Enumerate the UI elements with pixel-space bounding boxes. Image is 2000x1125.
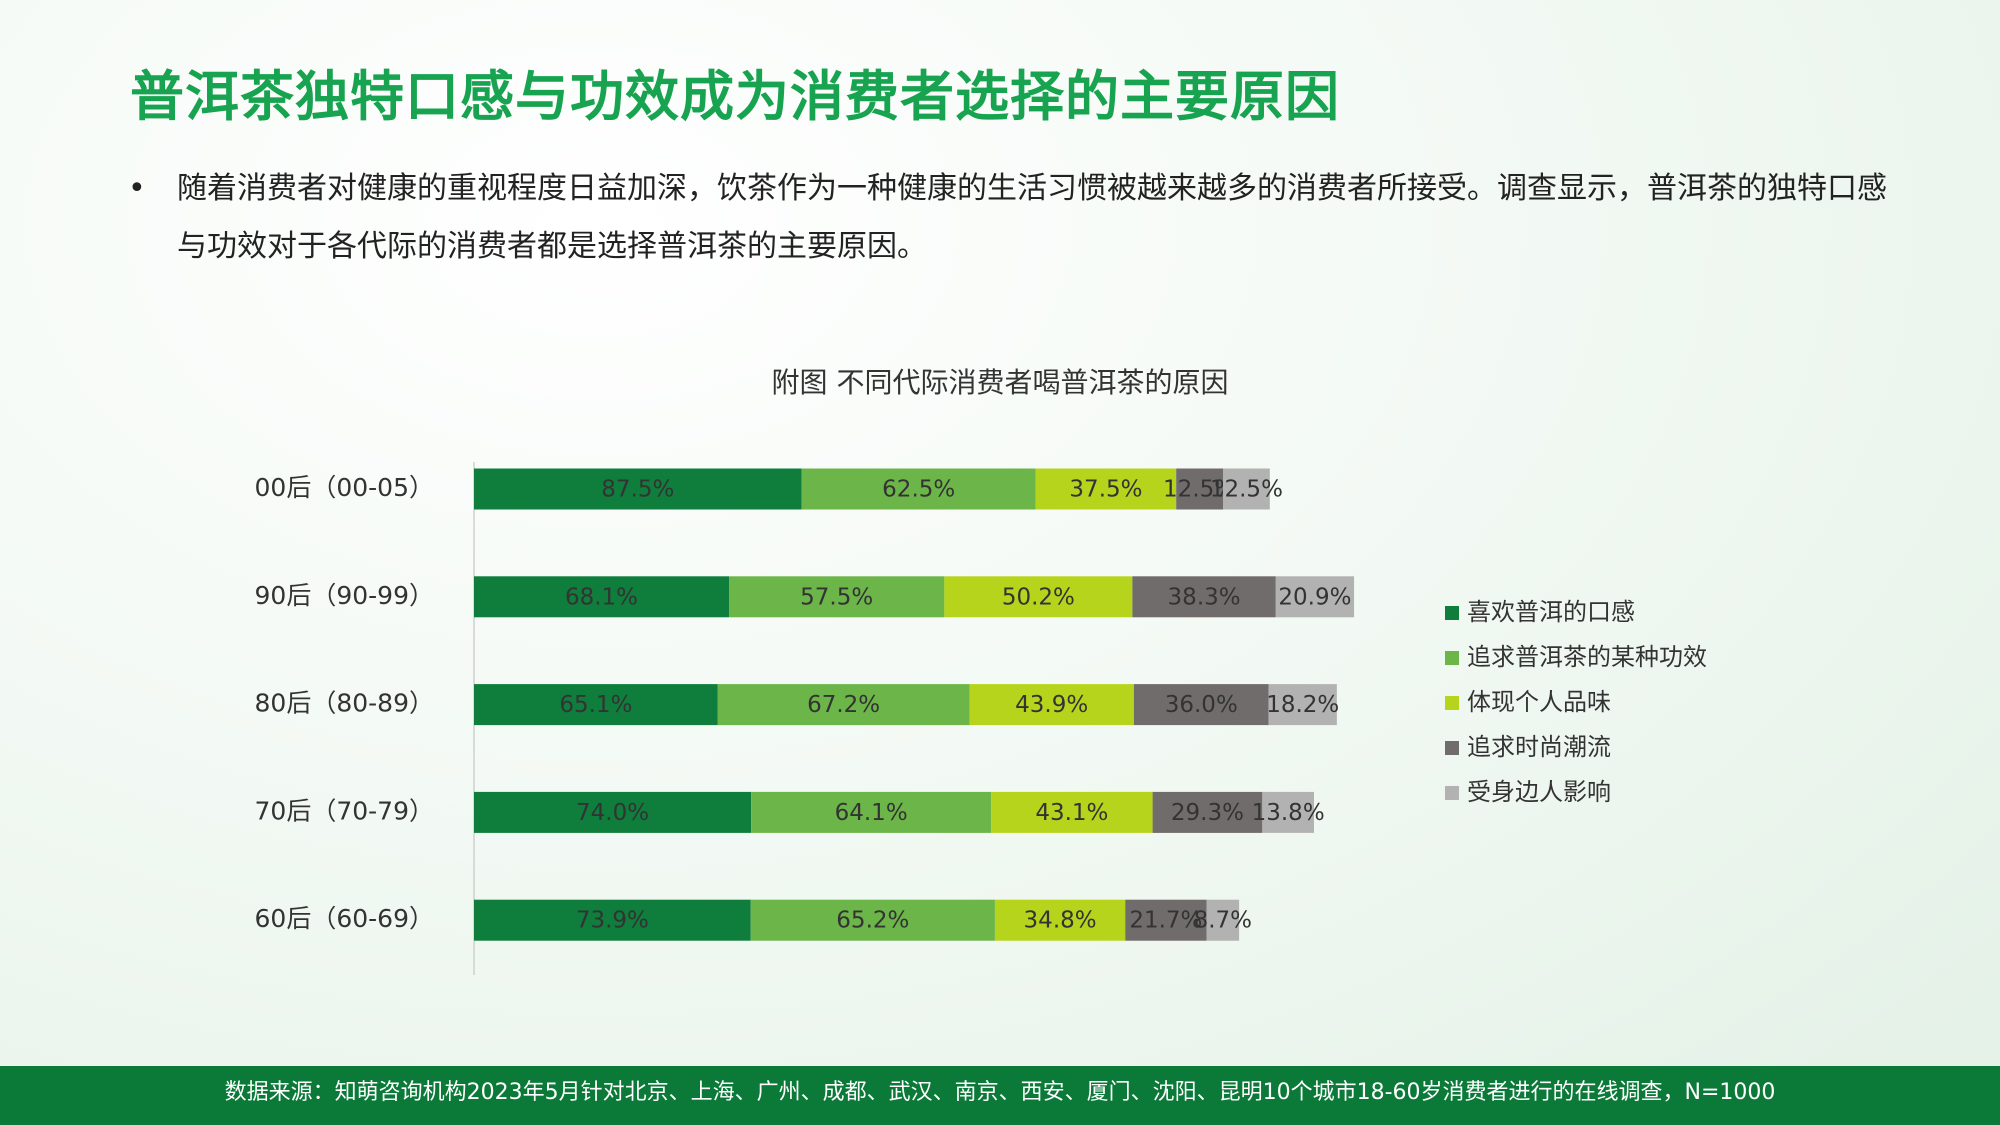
data-label: 12.5% — [1210, 477, 1283, 503]
bar-segment — [1176, 468, 1223, 510]
data-label: 36.0% — [1165, 692, 1238, 718]
bar-segment — [474, 468, 802, 510]
bar-segment — [1133, 684, 1269, 726]
legend-label: 追求普洱茶的某种功效 — [1467, 643, 1707, 671]
data-label: 13.8% — [1252, 800, 1325, 826]
bar-segment — [991, 791, 1153, 833]
data-label: 67.2% — [807, 692, 880, 718]
chart-title: 附图 不同代际消费者喝普洱茶的原因 — [772, 366, 1229, 399]
bar-segment — [474, 791, 752, 833]
bar-segment — [474, 576, 730, 618]
bullet: • 随着消费者对健康的重视程度日益加深，饮茶作为一种健康的生活习惯被越来越多的消费… — [128, 160, 1888, 276]
bullet-text: 随着消费者对健康的重视程度日益加深，饮茶作为一种健康的生活习惯被越来越多的消费者… — [177, 171, 1887, 264]
bar-segment — [994, 899, 1126, 941]
data-label: 50.2% — [1002, 584, 1075, 610]
legend-swatch — [1445, 786, 1459, 800]
legend-label: 受身边人影响 — [1467, 778, 1611, 806]
slide-title: 普洱茶独特口感与功效成为消费者选择的主要原因 — [130, 65, 1340, 128]
data-label: 57.5% — [800, 584, 873, 610]
bar-segment — [751, 791, 992, 833]
bar-segment — [801, 468, 1036, 510]
data-label: 43.9% — [1015, 692, 1088, 718]
y-tick-label: 60后（60-69） — [255, 904, 434, 933]
legend-swatch — [1445, 651, 1459, 665]
bar-segment — [1206, 899, 1240, 941]
legend-label: 追求时尚潮流 — [1467, 733, 1611, 761]
y-tick-label: 70后（70-79） — [255, 796, 434, 825]
data-label: 21.7% — [1129, 908, 1202, 934]
data-label: 43.1% — [1035, 800, 1108, 826]
y-tick-label: 90后（90-99） — [255, 581, 434, 610]
data-label: 38.3% — [1168, 584, 1241, 610]
data-label: 65.1% — [559, 692, 632, 718]
data-label: 65.2% — [836, 908, 909, 934]
data-label: 8.7% — [1194, 908, 1252, 934]
data-label: 74.0% — [576, 800, 649, 826]
data-label: 62.5% — [882, 477, 955, 503]
bar-segment — [1035, 468, 1177, 510]
data-label: 68.1% — [565, 584, 638, 610]
footer: 数据来源：知萌咨询机构2023年5月针对北京、上海、广州、成都、武汉、南京、西安… — [0, 1066, 2000, 1125]
data-label: 20.9% — [1278, 584, 1351, 610]
bar-segment — [474, 684, 718, 726]
bar-segment — [750, 899, 995, 941]
legend-label: 体现个人品味 — [1467, 688, 1611, 716]
data-label: 64.1% — [835, 800, 908, 826]
bar-segment — [474, 899, 751, 941]
bar-segment — [969, 684, 1134, 726]
data-label: 37.5% — [1069, 477, 1142, 503]
bar-segment — [1223, 468, 1270, 510]
legend-swatch — [1445, 741, 1459, 755]
legend-swatch — [1445, 606, 1459, 620]
bar-segment — [944, 576, 1133, 618]
data-label: 34.8% — [1024, 908, 1097, 934]
data-label: 73.9% — [576, 908, 649, 934]
data-label: 87.5% — [601, 477, 674, 503]
bar-segment — [1132, 576, 1276, 618]
bar-segment — [1262, 791, 1315, 833]
y-tick-label: 80后（80-89） — [255, 689, 434, 718]
legend-label: 喜欢普洱的口感 — [1467, 598, 1635, 626]
bar-segment — [1268, 684, 1337, 726]
legend-swatch — [1445, 696, 1459, 710]
bar-segment — [729, 576, 945, 618]
y-tick-label: 00后（00-05） — [255, 473, 434, 502]
bar-segment — [1275, 576, 1355, 618]
bar-segment — [1152, 791, 1263, 833]
data-label: 18.2% — [1266, 692, 1339, 718]
bar-segment — [717, 684, 970, 726]
chart: 附图 不同代际消费者喝普洱茶的原因 00后（00-05） 87.5% 62.5% 37… — [255, 366, 1707, 975]
bar-segment — [1125, 899, 1207, 941]
data-label: 29.3% — [1171, 800, 1244, 826]
